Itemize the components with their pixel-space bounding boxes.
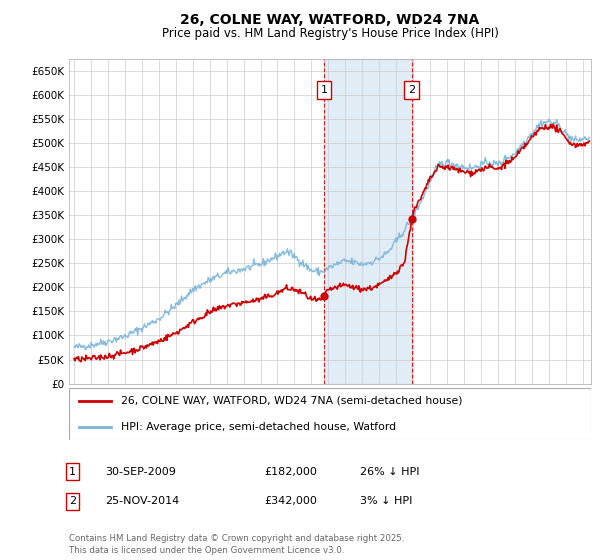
Bar [324, 59, 412, 384]
Text: 26, COLNE WAY, WATFORD, WD24 7NA: 26, COLNE WAY, WATFORD, WD24 7NA [181, 13, 479, 27]
Text: 30-SEP-2009: 30-SEP-2009 [105, 466, 176, 477]
Text: 2: 2 [69, 496, 76, 506]
Text: 25-NOV-2014: 25-NOV-2014 [105, 496, 179, 506]
Text: £342,000: £342,000 [264, 496, 317, 506]
Text: 26% ↓ HPI: 26% ↓ HPI [360, 466, 419, 477]
Text: Price paid vs. HM Land Registry's House Price Index (HPI): Price paid vs. HM Land Registry's House … [161, 27, 499, 40]
Text: 2: 2 [408, 85, 415, 95]
Text: 1: 1 [320, 85, 328, 95]
Text: Contains HM Land Registry data © Crown copyright and database right 2025.
This d: Contains HM Land Registry data © Crown c… [69, 534, 404, 555]
Text: 26, COLNE WAY, WATFORD, WD24 7NA (semi-detached house): 26, COLNE WAY, WATFORD, WD24 7NA (semi-d… [121, 395, 463, 405]
Text: 1: 1 [69, 466, 76, 477]
Text: 3% ↓ HPI: 3% ↓ HPI [360, 496, 412, 506]
FancyBboxPatch shape [69, 388, 591, 440]
Text: HPI: Average price, semi-detached house, Watford: HPI: Average price, semi-detached house,… [121, 422, 397, 432]
Text: £182,000: £182,000 [264, 466, 317, 477]
